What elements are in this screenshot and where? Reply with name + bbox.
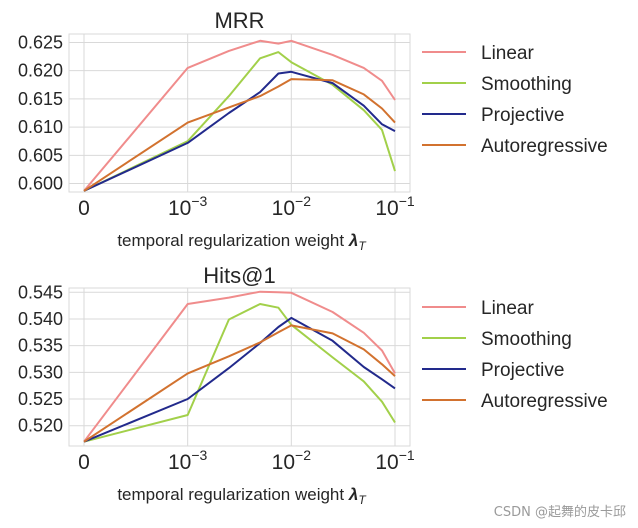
x-tick-label: 0 bbox=[78, 451, 90, 474]
x-tick-label: 10−2 bbox=[272, 193, 312, 220]
watermark: CSDN @起舞的皮卡邱 bbox=[493, 505, 626, 520]
legend-label: Autoregressive bbox=[481, 391, 608, 412]
y-tick-label: 0.625 bbox=[18, 32, 63, 52]
y-tick-label: 0.605 bbox=[18, 145, 63, 165]
legend-label: Projective bbox=[481, 105, 564, 126]
y-tick-label: 0.600 bbox=[18, 174, 63, 194]
chart-panel: Hits@1 0.520 0.525 0.530 0.535 0.540 0.545 0 10−… bbox=[18, 263, 608, 507]
series-line-projective bbox=[83, 70, 396, 192]
y-tick-label: 0.520 bbox=[18, 416, 63, 436]
series-line-linear bbox=[83, 290, 396, 443]
x-axis-label: temporal regularization weight λT bbox=[117, 485, 367, 507]
series-line-smoothing bbox=[83, 303, 396, 443]
legend: Linear Smoothing Projective Autoregressive bbox=[422, 298, 608, 412]
legend-label: Projective bbox=[481, 360, 564, 381]
legend: Linear Smoothing Projective Autoregressive bbox=[422, 43, 608, 157]
chart-title: MRR bbox=[214, 8, 264, 33]
y-tick-label: 0.535 bbox=[18, 336, 63, 356]
plot-frame bbox=[68, 33, 411, 193]
x-tick-label: 10−3 bbox=[168, 447, 208, 474]
series-line-projective bbox=[83, 316, 396, 443]
legend-label: Autoregressive bbox=[481, 136, 608, 157]
x-tick-label: 10−2 bbox=[272, 447, 312, 474]
chart-panel: MRR 0.600 0.605 0.610 0.615 0.620 0.625 0 10−3 10… bbox=[18, 8, 608, 253]
y-tick-label: 0.615 bbox=[18, 89, 63, 109]
legend-label: Linear bbox=[481, 43, 534, 64]
x-tick-label: 0 bbox=[78, 197, 90, 220]
x-axis-label: temporal regularization weight λT bbox=[117, 231, 367, 253]
y-tick-label: 0.540 bbox=[18, 309, 63, 329]
x-tick-label: 10−1 bbox=[375, 193, 415, 220]
x-tick-label: 10−1 bbox=[375, 447, 415, 474]
y-tick-label: 0.525 bbox=[18, 389, 63, 409]
y-tick-label: 0.620 bbox=[18, 61, 63, 81]
legend-label: Linear bbox=[481, 298, 534, 319]
series-line-autoregressive bbox=[83, 78, 396, 192]
y-tick-label: 0.610 bbox=[18, 117, 63, 137]
chart-title: Hits@1 bbox=[203, 263, 275, 288]
y-tick-label: 0.530 bbox=[18, 362, 63, 382]
series-line-autoregressive bbox=[83, 324, 396, 443]
x-tick-label: 10−3 bbox=[168, 193, 208, 220]
series-line-smoothing bbox=[83, 51, 396, 192]
legend-label: Smoothing bbox=[481, 74, 572, 95]
legend-label: Smoothing bbox=[481, 329, 572, 350]
plot-frame bbox=[68, 287, 411, 447]
series-line-linear bbox=[83, 39, 396, 192]
y-tick-label: 0.545 bbox=[18, 282, 63, 302]
